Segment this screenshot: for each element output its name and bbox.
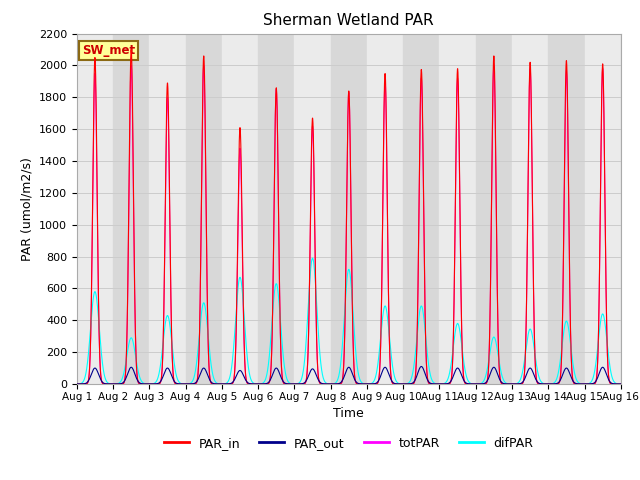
Y-axis label: PAR (umol/m2/s): PAR (umol/m2/s) bbox=[20, 157, 33, 261]
Bar bbox=[367, 34, 403, 384]
PAR_out bbox=[171, 379, 179, 384]
Line: PAR_in: PAR_in bbox=[77, 49, 621, 384]
PAR_in bbox=[127, 47, 135, 52]
Line: totPAR: totPAR bbox=[77, 65, 621, 384]
PAR_out bbox=[502, 381, 509, 387]
PAR_out bbox=[441, 381, 449, 387]
totPAR bbox=[502, 381, 509, 387]
Line: PAR_out: PAR_out bbox=[77, 367, 621, 384]
Bar bbox=[113, 34, 149, 384]
difPAR bbox=[73, 381, 81, 387]
PAR_in bbox=[441, 381, 449, 387]
difPAR bbox=[617, 381, 625, 387]
Bar bbox=[403, 34, 440, 384]
Title: Sherman Wetland PAR: Sherman Wetland PAR bbox=[264, 13, 434, 28]
totPAR bbox=[73, 381, 81, 387]
Text: SW_met: SW_met bbox=[82, 44, 136, 57]
difPAR bbox=[471, 381, 479, 387]
PAR_out bbox=[616, 381, 624, 387]
totPAR bbox=[616, 381, 624, 387]
difPAR bbox=[441, 381, 449, 386]
PAR_in bbox=[171, 380, 179, 385]
PAR_in bbox=[617, 381, 625, 387]
Bar bbox=[476, 34, 512, 384]
difPAR bbox=[616, 381, 624, 387]
PAR_out bbox=[417, 364, 425, 370]
PAR_in bbox=[329, 381, 337, 387]
difPAR bbox=[308, 255, 316, 261]
PAR_out bbox=[617, 381, 625, 387]
difPAR bbox=[502, 380, 509, 385]
difPAR bbox=[171, 363, 179, 369]
Bar bbox=[512, 34, 548, 384]
Bar bbox=[440, 34, 476, 384]
Bar bbox=[584, 34, 621, 384]
PAR_in bbox=[73, 381, 81, 387]
PAR_out bbox=[73, 381, 81, 387]
totPAR bbox=[441, 381, 449, 387]
Bar bbox=[548, 34, 584, 384]
Bar bbox=[149, 34, 186, 384]
Line: difPAR: difPAR bbox=[77, 258, 621, 384]
PAR_in bbox=[616, 381, 624, 387]
Bar bbox=[77, 34, 113, 384]
totPAR bbox=[617, 381, 625, 387]
Bar bbox=[331, 34, 367, 384]
Bar bbox=[222, 34, 258, 384]
Bar bbox=[186, 34, 222, 384]
totPAR bbox=[329, 381, 337, 387]
Bar bbox=[294, 34, 331, 384]
totPAR bbox=[127, 62, 135, 68]
totPAR bbox=[471, 381, 479, 387]
X-axis label: Time: Time bbox=[333, 407, 364, 420]
Legend: PAR_in, PAR_out, totPAR, difPAR: PAR_in, PAR_out, totPAR, difPAR bbox=[159, 432, 539, 455]
Bar bbox=[258, 34, 294, 384]
difPAR bbox=[329, 381, 337, 387]
PAR_out bbox=[471, 381, 479, 387]
PAR_in bbox=[471, 381, 479, 387]
Bar bbox=[621, 34, 640, 384]
PAR_out bbox=[328, 381, 336, 387]
totPAR bbox=[171, 380, 179, 385]
PAR_in bbox=[502, 381, 509, 387]
